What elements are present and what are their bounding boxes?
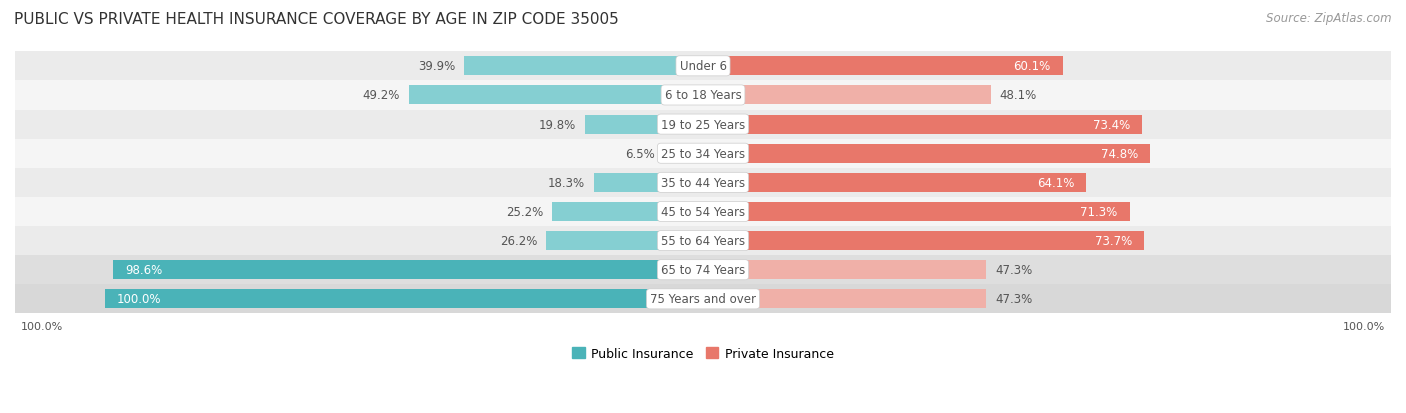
Bar (553, 202, 703, 221)
Text: PUBLIC VS PRIVATE HEALTH INSURANCE COVERAGE BY AGE IN ZIP CODE 35005: PUBLIC VS PRIVATE HEALTH INSURANCE COVER… (14, 12, 619, 27)
Text: 73.4%: 73.4% (1092, 118, 1130, 131)
Bar (585, 115, 703, 134)
Text: 73.7%: 73.7% (1095, 235, 1132, 247)
Text: 100.0%: 100.0% (1343, 321, 1385, 331)
Bar (703, 57, 1063, 76)
Text: 6 to 18 Years: 6 to 18 Years (665, 89, 741, 102)
Bar (464, 57, 703, 76)
Text: 39.9%: 39.9% (418, 60, 456, 73)
Text: 45 to 54 Years: 45 to 54 Years (661, 206, 745, 218)
Text: Under 6: Under 6 (679, 60, 727, 73)
Bar (15, 169, 1391, 197)
Text: 19 to 25 Years: 19 to 25 Years (661, 118, 745, 131)
Bar (547, 232, 703, 250)
Text: 64.1%: 64.1% (1038, 176, 1074, 190)
Text: 74.8%: 74.8% (1101, 147, 1139, 160)
Text: 19.8%: 19.8% (538, 118, 575, 131)
Legend: Public Insurance, Private Insurance: Public Insurance, Private Insurance (567, 342, 839, 365)
Text: 75 Years and over: 75 Years and over (650, 293, 756, 306)
Bar (703, 86, 991, 105)
Bar (15, 139, 1391, 169)
Text: 47.3%: 47.3% (995, 263, 1032, 277)
Text: 26.2%: 26.2% (501, 235, 537, 247)
Bar (15, 226, 1391, 256)
Bar (15, 110, 1391, 139)
Bar (703, 290, 986, 309)
Text: 100.0%: 100.0% (117, 293, 162, 306)
Bar (112, 261, 703, 280)
Bar (409, 86, 703, 105)
Bar (15, 285, 1391, 313)
Text: 18.3%: 18.3% (547, 176, 585, 190)
Bar (104, 290, 703, 309)
Text: 25.2%: 25.2% (506, 206, 543, 218)
Text: Source: ZipAtlas.com: Source: ZipAtlas.com (1267, 12, 1392, 25)
Bar (703, 232, 1144, 250)
Bar (703, 145, 1150, 163)
Bar (593, 173, 703, 192)
Text: 98.6%: 98.6% (125, 263, 162, 277)
Bar (703, 115, 1142, 134)
Bar (15, 81, 1391, 110)
Bar (15, 256, 1391, 285)
Bar (15, 197, 1391, 226)
Text: 65 to 74 Years: 65 to 74 Years (661, 263, 745, 277)
Text: 35 to 44 Years: 35 to 44 Years (661, 176, 745, 190)
Text: 49.2%: 49.2% (363, 89, 399, 102)
Text: 55 to 64 Years: 55 to 64 Years (661, 235, 745, 247)
Bar (703, 173, 1087, 192)
Text: 6.5%: 6.5% (626, 147, 655, 160)
Bar (15, 52, 1391, 81)
Bar (703, 261, 986, 280)
Bar (664, 145, 703, 163)
Text: 60.1%: 60.1% (1014, 60, 1050, 73)
Text: 47.3%: 47.3% (995, 293, 1032, 306)
Bar (703, 202, 1129, 221)
Text: 48.1%: 48.1% (1000, 89, 1038, 102)
Text: 25 to 34 Years: 25 to 34 Years (661, 147, 745, 160)
Text: 100.0%: 100.0% (21, 321, 63, 331)
Text: 71.3%: 71.3% (1080, 206, 1118, 218)
